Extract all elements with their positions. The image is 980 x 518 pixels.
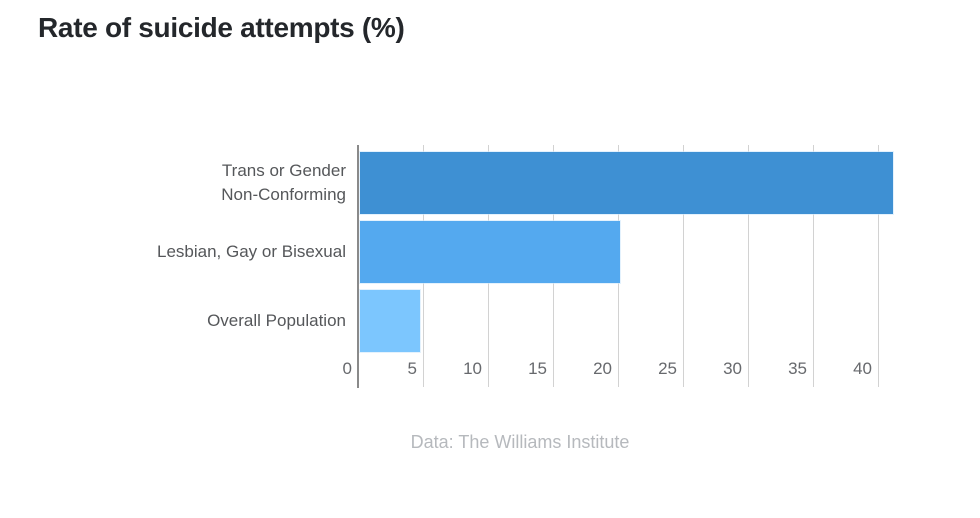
bar-0 (360, 152, 893, 214)
x-axis-tick-label: 5 (407, 359, 417, 378)
category-label: Trans or Gender Non-Conforming (221, 161, 346, 204)
x-axis-tick-label: 25 (658, 359, 677, 378)
bar-1 (360, 221, 620, 283)
x-axis-tick-label: 35 (788, 359, 807, 378)
x-axis-tick-label: 30 (723, 359, 742, 378)
chart-title: Rate of suicide attempts (%) (38, 12, 405, 43)
bar-2 (360, 290, 420, 352)
y-axis-line (357, 145, 359, 388)
x-axis-tick-label: 15 (528, 359, 547, 378)
source-caption: Data: The Williams Institute (410, 432, 630, 452)
gridline (748, 145, 749, 387)
category-label: Overall Population (207, 311, 346, 330)
x-axis-tick-label: 20 (593, 359, 612, 378)
gridline (683, 145, 684, 387)
category-label: Lesbian, Gay or Bisexual (157, 242, 346, 261)
x-axis-tick-label: 0 (342, 359, 352, 378)
x-axis-tick-label: 40 (853, 359, 872, 378)
gridline (878, 145, 879, 387)
gridline (813, 145, 814, 387)
x-axis-tick-label: 10 (463, 359, 482, 378)
